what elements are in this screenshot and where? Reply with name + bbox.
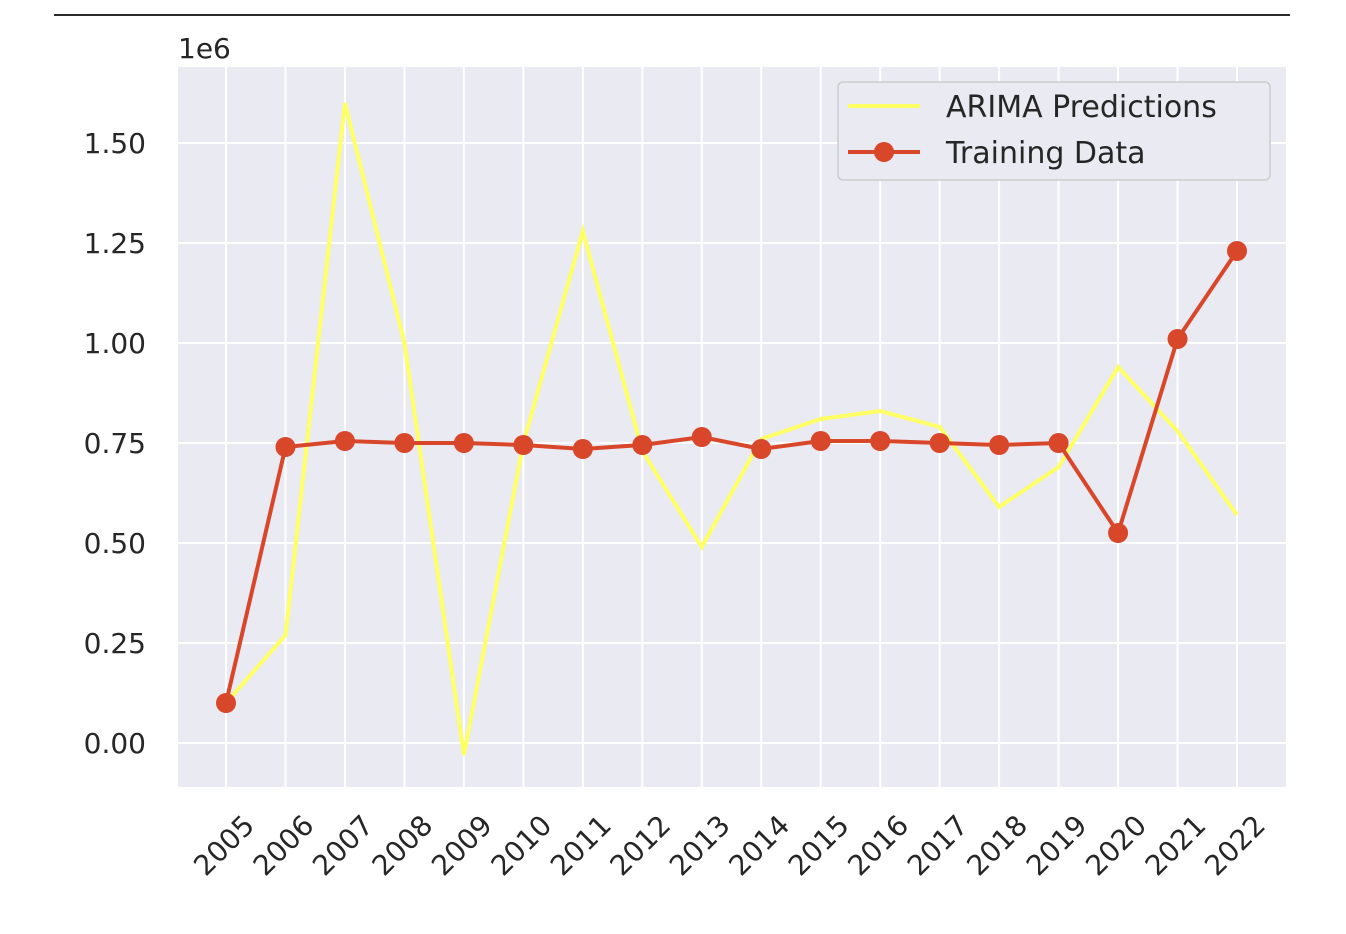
x-tick-label: 2010 xyxy=(485,809,559,883)
data-point-training xyxy=(929,433,950,453)
data-point-training xyxy=(453,433,474,453)
series-line-arima xyxy=(224,102,1239,756)
x-tick-label: 2008 xyxy=(366,809,440,883)
y-tick-label: 1.50 xyxy=(84,127,146,160)
x-tick-label: 2009 xyxy=(425,809,499,883)
data-point-training xyxy=(751,439,772,459)
data-point-training xyxy=(334,431,355,451)
data-point-training xyxy=(691,427,712,447)
plot-area xyxy=(178,67,1286,787)
x-tick-label: 2011 xyxy=(544,809,618,883)
legend-marker-training xyxy=(874,142,894,162)
legend: ARIMA Predictions Training Data xyxy=(837,81,1271,181)
y-tick-label: 0.50 xyxy=(84,527,146,560)
legend-label-arima: ARIMA Predictions xyxy=(946,90,1217,125)
x-tick-label: 2015 xyxy=(782,809,856,883)
x-tick-label: 2019 xyxy=(1020,809,1094,883)
x-tick-label: 2005 xyxy=(187,809,261,883)
data-point-training xyxy=(989,435,1010,455)
legend-box xyxy=(837,81,1271,181)
data-point-training xyxy=(1227,241,1247,261)
x-tick-label: 2012 xyxy=(604,809,678,883)
data-point-training xyxy=(1167,329,1188,349)
x-tick-label: 2018 xyxy=(960,809,1034,883)
y-tick-label: 1.25 xyxy=(84,227,146,260)
data-point-training xyxy=(216,693,236,713)
x-tick-label: 2022 xyxy=(1198,809,1272,883)
data-point-training xyxy=(870,431,891,451)
y-offset-label: 1e6 xyxy=(178,32,231,65)
x-tick-label: 2017 xyxy=(901,809,975,883)
x-tick-label: 2006 xyxy=(247,809,321,883)
data-point-training xyxy=(1048,433,1069,453)
data-point-training xyxy=(394,433,415,453)
data-point-training xyxy=(632,435,653,455)
data-point-training xyxy=(810,431,831,451)
x-tick-label: 2016 xyxy=(841,809,915,883)
x-tick-label: 2013 xyxy=(663,809,737,883)
x-tick-label: 2014 xyxy=(722,809,796,883)
data-point-training xyxy=(572,439,593,459)
y-tick-label: 0.75 xyxy=(84,427,146,460)
series-layer xyxy=(216,102,1247,756)
data-point-training xyxy=(1108,523,1129,543)
x-tick-label: 2020 xyxy=(1079,809,1153,883)
y-tick-label: 0.00 xyxy=(84,727,146,760)
x-tick-label: 2007 xyxy=(306,809,380,883)
legend-label-training: Training Data xyxy=(945,136,1146,171)
x-tick-label: 2021 xyxy=(1139,809,1213,883)
top-rule xyxy=(54,14,1290,16)
data-point-training xyxy=(513,435,534,455)
x-axis: 2005200620072008200920102011201220132014… xyxy=(187,809,1272,883)
data-point-training xyxy=(275,437,296,457)
y-axis: 0.00 0.25 0.50 0.75 1.00 1.25 1.50 xyxy=(84,127,146,760)
y-tick-label: 1.00 xyxy=(84,327,146,360)
y-tick-label: 0.25 xyxy=(84,627,146,660)
